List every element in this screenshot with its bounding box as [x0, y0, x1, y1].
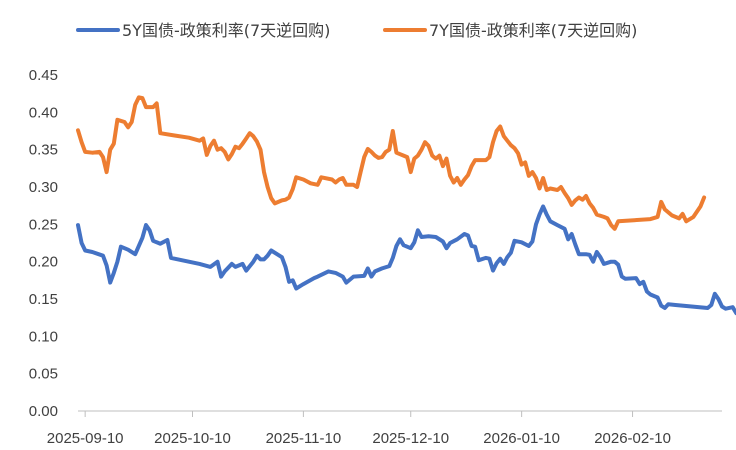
x-tick-label: 2026-01-10: [483, 430, 560, 447]
legend-label-5y: 5Y国债-政策利率(7天逆回购): [122, 21, 330, 40]
y-tick-label: 0.25: [29, 216, 58, 233]
y-tick-label: 0.10: [29, 328, 58, 345]
series-line-5y: [76, 204, 736, 316]
series-group: [76, 95, 736, 316]
y-tick-label: 0.20: [29, 254, 58, 271]
legend: 5Y国债-政策利率(7天逆回购) 7Y国债-政策利率(7天逆回购): [76, 21, 637, 40]
y-tick-label: 0.45: [29, 67, 58, 84]
x-axis: 2025-09-10 2025-10-10 2025-11-10 2025-12-10…: [47, 410, 722, 447]
x-tick-label: 2025-10-10: [154, 430, 231, 447]
y-tick-label: 0.05: [29, 366, 58, 383]
y-tick-label: 0.35: [29, 142, 58, 159]
x-tick-label: 2026-02-10: [594, 430, 671, 447]
x-tick-label: 2025-11-10: [266, 430, 342, 447]
x-tick-label: 2025-12-10: [372, 430, 449, 447]
x-tick-label: 2025-09-10: [47, 430, 124, 447]
series-line-7y: [76, 95, 707, 231]
y-tick-label: 0.40: [29, 104, 58, 121]
legend-label-7y: 7Y国债-政策利率(7天逆回购): [429, 21, 637, 40]
y-axis: 0.00 0.05 0.10 0.15 0.20 0.25 0.30 0.35 0.40 0.45: [29, 67, 58, 420]
y-tick-label: 0.00: [29, 403, 58, 420]
y-tick-label: 0.15: [29, 291, 58, 308]
y-tick-label: 0.30: [29, 179, 58, 196]
